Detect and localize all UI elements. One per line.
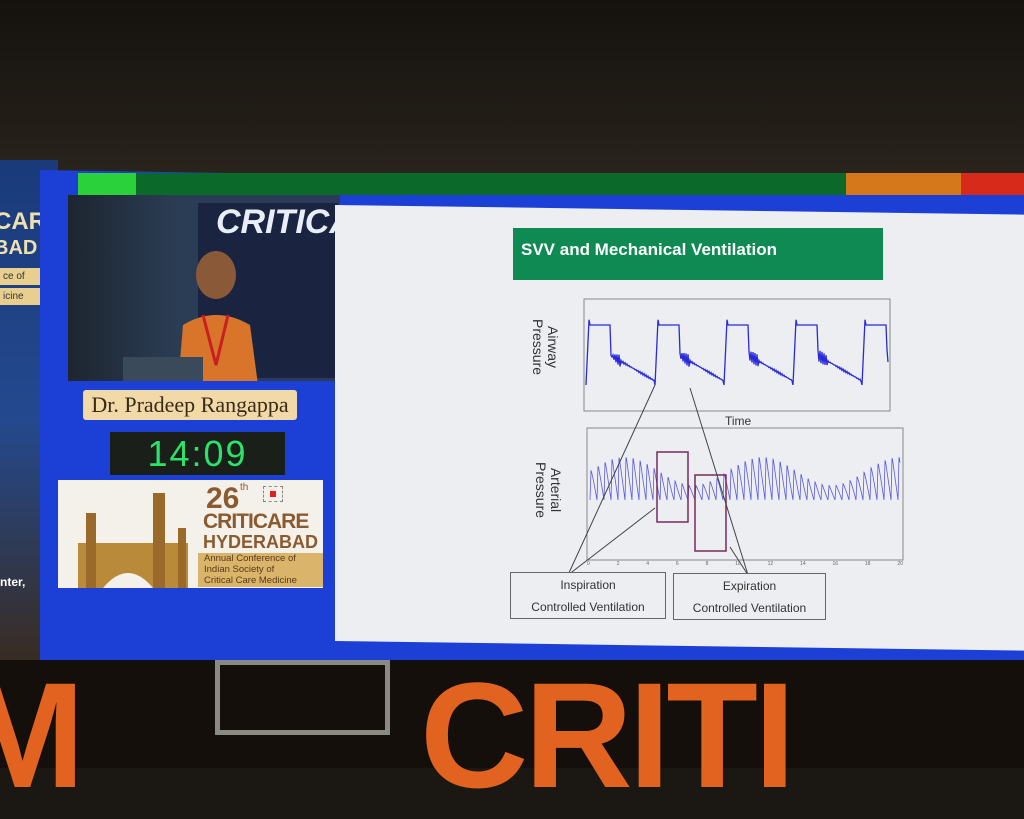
x-tick: 20 [897, 561, 903, 567]
box-title: Expiration [722, 579, 777, 593]
stage-frame [215, 660, 390, 735]
color-bar-segment [961, 173, 1024, 195]
stage-backdrop: M CRITI [0, 660, 1024, 810]
backdrop-text: CRITICA [216, 203, 340, 241]
pointer-line [689, 387, 749, 576]
color-bar [78, 173, 1024, 195]
tagline-line: Indian Society of [204, 564, 275, 575]
laptop [123, 357, 203, 381]
inspiration-box: Inspiration Controlled Ventilation [510, 572, 666, 619]
box-subtitle: Controlled Ventilation [692, 601, 807, 615]
airway-plot-frame [583, 298, 891, 412]
tagline-line: Annual Conference of [204, 553, 296, 564]
waveform-figure [567, 298, 904, 576]
box-title: Inspiration [560, 578, 616, 592]
speaker-figure [178, 251, 258, 381]
box-subtitle: Controlled Ventilation [531, 600, 645, 614]
pointer-line [729, 546, 749, 576]
isccm-mark [263, 486, 283, 502]
banner-text: nter, [0, 575, 26, 589]
logo-suffix: th [240, 482, 249, 493]
time-axis-label: Time [725, 414, 752, 428]
banner-text: BAD [0, 237, 38, 259]
inspiration-highlight [656, 451, 689, 523]
color-bar-segment [846, 173, 961, 195]
x-tick: 14 [800, 561, 806, 567]
x-tick: 18 [864, 561, 871, 567]
x-tick: 4 [646, 561, 650, 567]
logo-line2: HYDERABAD [203, 532, 319, 552]
arterial-plot-frame [586, 427, 904, 561]
x-tick: 6 [675, 561, 679, 567]
x-tick: 12 [767, 561, 774, 567]
x-tick-labels: 0 2 4 6 8 10 12 14 16 18 20 [587, 561, 903, 567]
color-bar-segment [136, 173, 846, 195]
pointer-line [567, 384, 656, 576]
conference-logo: 26 th CRITICARE HYDERABAD Annual Confere… [58, 480, 323, 588]
logo-tagline: Annual Conference of Indian Society of C… [198, 553, 323, 587]
color-bar-segment [78, 173, 136, 195]
logo-line1: CRITICARE [203, 510, 309, 533]
expiration-highlight [694, 474, 727, 552]
session-clock: 14:09 [110, 432, 285, 475]
x-tick: 8 [705, 561, 709, 567]
logo-edition: 26 [206, 482, 240, 515]
speaker-video: CRITICA [68, 195, 340, 381]
charminar-illustration [78, 493, 188, 588]
slide-title: SVV and Mechanical Ventilation [513, 228, 883, 280]
pointer-line [567, 507, 656, 576]
airway-pressure-trace [585, 319, 889, 386]
stage-letter: M [0, 651, 85, 819]
banner-text: ce of [0, 268, 46, 285]
x-tick: 10 [735, 561, 741, 567]
ceiling-background [0, 0, 1024, 175]
x-tick: 0 [587, 561, 590, 567]
x-tick: 2 [616, 561, 620, 567]
expiration-box: Expiration Controlled Ventilation [673, 573, 826, 620]
tagline-line: Critical Care Medicine [204, 575, 297, 586]
speaker-name-plate: Dr. Pradeep Rangappa [83, 390, 297, 420]
x-tick: 16 [832, 561, 839, 567]
stage-letters: CRITI [420, 651, 796, 819]
banner-text: icine [0, 288, 46, 305]
arterial-pressure-trace [589, 457, 901, 501]
